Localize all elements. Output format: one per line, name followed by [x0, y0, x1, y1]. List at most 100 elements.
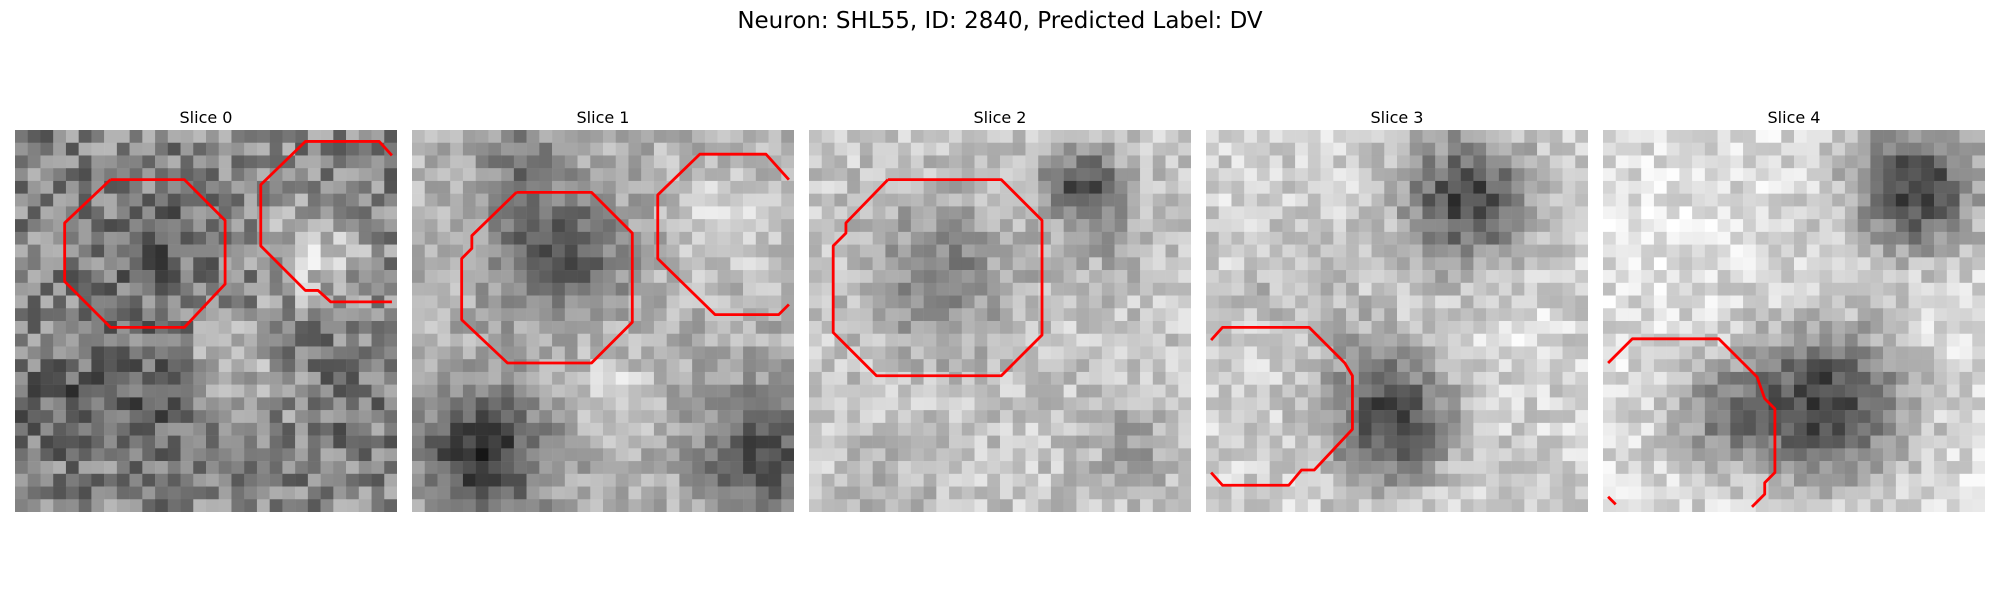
pixel	[1895, 359, 1909, 373]
pixel	[501, 282, 515, 296]
pixel	[371, 359, 385, 373]
pixel	[1295, 346, 1309, 360]
pixel	[679, 270, 693, 284]
pixel	[501, 448, 515, 462]
pixel	[603, 168, 616, 182]
pixel	[1244, 231, 1258, 245]
pixel	[885, 333, 899, 347]
pixel	[1486, 486, 1500, 500]
pixel	[358, 371, 372, 385]
pixel	[910, 473, 924, 487]
pixel	[923, 219, 937, 233]
pixel	[910, 499, 924, 512]
pixel	[1371, 219, 1385, 233]
pixel	[1959, 219, 1973, 233]
pixel	[1384, 219, 1398, 233]
pixel	[180, 142, 194, 156]
pixel	[307, 422, 321, 436]
pixel	[1870, 244, 1884, 258]
pixel	[1679, 231, 1693, 245]
pixel	[129, 295, 143, 309]
pixel	[1524, 206, 1538, 220]
pixel	[872, 461, 886, 475]
pixel	[768, 397, 782, 411]
pixel	[1206, 371, 1219, 385]
pixel	[526, 219, 540, 233]
pixel	[193, 422, 207, 436]
pixel	[809, 206, 822, 220]
pixel	[641, 359, 655, 373]
pixel	[1244, 384, 1258, 398]
pixel	[218, 448, 232, 462]
pixel	[384, 359, 397, 373]
pixel	[1000, 270, 1013, 284]
pixel	[1653, 193, 1667, 207]
pixel	[1575, 231, 1588, 245]
pixel	[768, 295, 782, 309]
pixel	[231, 244, 245, 258]
pixel	[834, 397, 848, 411]
pixel	[91, 142, 105, 156]
pixel	[1615, 461, 1629, 475]
pixel	[462, 219, 476, 233]
pixel	[244, 193, 258, 207]
pixel	[1460, 346, 1474, 360]
pixel	[1140, 308, 1154, 322]
pixel	[1959, 282, 1973, 296]
pixel	[320, 155, 334, 169]
pixel	[1307, 270, 1321, 284]
pixel	[1114, 321, 1128, 334]
pixel	[936, 397, 950, 411]
pixel	[809, 257, 822, 271]
pixel	[1498, 270, 1512, 284]
pixel	[1127, 321, 1141, 334]
pixel	[1844, 155, 1858, 169]
pixel	[666, 486, 680, 500]
pixel	[1806, 308, 1820, 322]
pixel	[526, 321, 540, 334]
pixel	[231, 142, 245, 156]
pixel	[1473, 244, 1487, 258]
pixel	[526, 308, 540, 322]
pixel	[1473, 448, 1487, 462]
pixel	[1409, 384, 1423, 398]
pixel	[116, 435, 130, 449]
pixel	[307, 155, 321, 169]
pixel	[641, 461, 655, 475]
pixel	[269, 371, 283, 385]
pixel	[1653, 461, 1667, 475]
pixel	[755, 346, 769, 360]
pixel	[1409, 142, 1423, 156]
pixel	[1152, 219, 1166, 233]
pixel	[358, 155, 372, 169]
pixel	[1575, 130, 1588, 143]
pixel	[1603, 448, 1616, 462]
pixel	[1063, 282, 1077, 296]
pixel	[116, 346, 130, 360]
pixel	[1844, 410, 1858, 424]
pixel	[1460, 295, 1474, 309]
pixel	[872, 219, 886, 233]
pixel	[193, 168, 207, 182]
pixel	[1101, 422, 1115, 436]
pixel	[116, 308, 130, 322]
pixel	[15, 499, 28, 512]
pixel	[1101, 448, 1115, 462]
pixel	[577, 282, 591, 296]
pixel	[269, 206, 283, 220]
pixel	[231, 486, 245, 500]
pixel	[1384, 371, 1398, 385]
pixel	[1307, 257, 1321, 271]
pixel	[1231, 193, 1245, 207]
pixel	[1524, 308, 1538, 322]
pixel	[1794, 308, 1807, 322]
pixel	[1717, 321, 1731, 334]
pixel	[1806, 168, 1820, 182]
pixel	[1256, 168, 1270, 182]
pixel	[371, 422, 385, 436]
pixel	[180, 333, 194, 347]
pixel	[358, 346, 372, 360]
pixel	[1603, 155, 1616, 169]
pixel	[116, 448, 130, 462]
pixel	[155, 308, 169, 322]
